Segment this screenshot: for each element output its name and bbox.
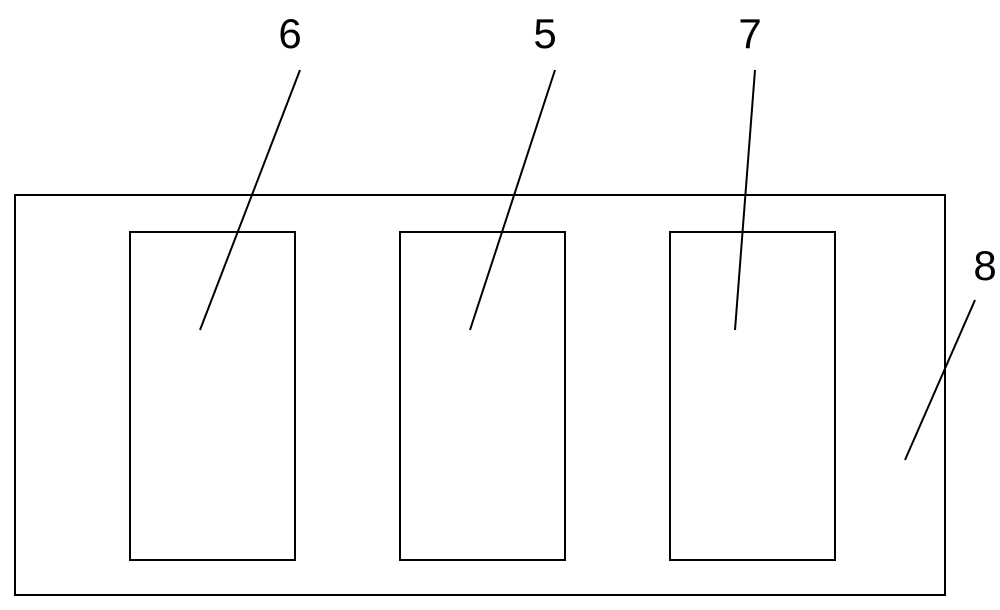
inner-rect-rect-6: [130, 232, 295, 560]
outer-rect: [15, 195, 945, 595]
diagram-canvas: 6 5 7 8: [0, 0, 1000, 610]
shapes-group: [15, 195, 945, 595]
callout-line-5: [470, 70, 555, 330]
inner-rect-rect-5: [400, 232, 565, 560]
callout-label-8: 8: [973, 242, 996, 289]
callouts-group: 6 5 7 8: [200, 10, 997, 460]
callout-line-6: [200, 70, 300, 330]
callout-line-8: [905, 300, 975, 460]
callout-label-6: 6: [278, 10, 301, 57]
inner-rect-rect-7: [670, 232, 835, 560]
callout-label-5: 5: [533, 10, 556, 57]
callout-label-7: 7: [738, 10, 761, 57]
callout-line-7: [735, 70, 755, 330]
